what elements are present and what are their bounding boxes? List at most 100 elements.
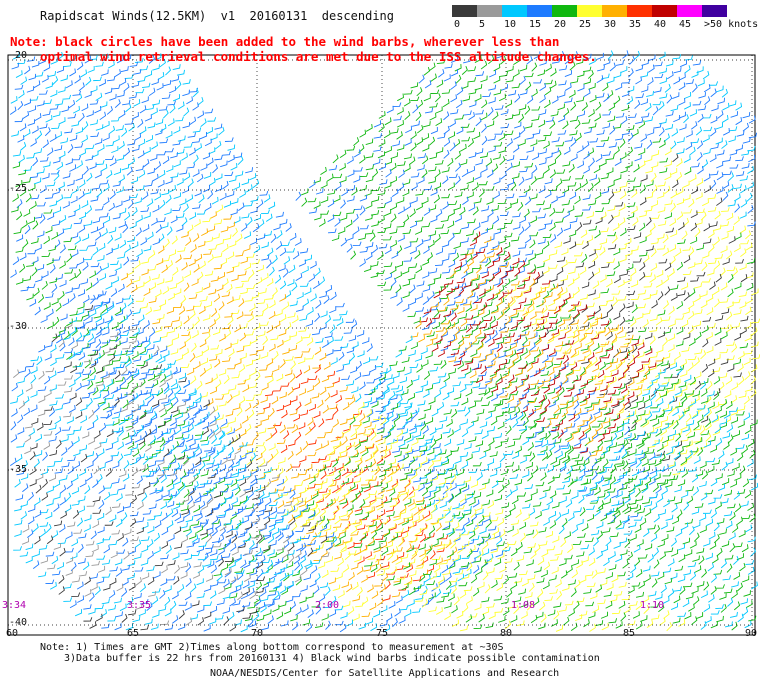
wind-barb xyxy=(438,478,447,486)
wind-barb xyxy=(696,244,705,251)
wind-barb xyxy=(530,176,537,186)
wind-barb xyxy=(417,400,426,406)
wind-barb xyxy=(244,311,254,316)
wind-barb xyxy=(738,376,745,386)
wind-barb xyxy=(176,516,185,524)
wind-barb xyxy=(295,576,302,586)
wind-barb xyxy=(15,278,24,285)
wind-barb xyxy=(27,119,36,126)
wind-barb xyxy=(614,347,622,357)
wind-barb xyxy=(604,474,612,482)
wind-barb xyxy=(389,394,398,401)
wind-barb xyxy=(684,374,692,382)
wind-barb xyxy=(289,373,296,383)
wind-barb xyxy=(389,360,398,367)
wind-barb xyxy=(486,553,494,563)
wind-barb xyxy=(371,195,380,203)
wind-barb xyxy=(448,182,455,191)
wind-barb xyxy=(400,399,409,405)
wind-barb xyxy=(691,186,699,195)
wind-barb xyxy=(334,218,341,227)
wind-barb xyxy=(366,378,376,384)
wind-barb xyxy=(454,488,462,497)
wind-barb xyxy=(580,294,589,301)
wind-barb xyxy=(526,529,534,536)
wind-barb xyxy=(406,379,413,389)
wind-barb xyxy=(705,408,712,418)
wind-barb xyxy=(662,388,669,397)
wind-barb xyxy=(498,146,506,154)
wind-barb xyxy=(443,111,450,121)
wind-barb xyxy=(404,368,412,376)
wind-barb xyxy=(397,206,405,215)
wind-barb xyxy=(368,476,378,482)
wind-barb xyxy=(708,259,717,265)
wind-barb xyxy=(740,326,747,335)
wind-barb xyxy=(600,136,610,142)
wind-barb xyxy=(399,376,408,384)
wind-barb xyxy=(550,619,558,627)
wind-barb xyxy=(365,408,373,418)
wind-barb xyxy=(681,230,688,240)
wind-barb xyxy=(415,265,423,274)
wind-barb xyxy=(440,229,450,235)
wind-barb xyxy=(714,425,722,434)
wind-barb xyxy=(266,358,274,367)
wind-barb xyxy=(384,196,392,205)
wind-barb xyxy=(465,388,473,397)
wind-barb xyxy=(609,125,616,135)
wind-barb xyxy=(295,431,302,441)
wind-barb xyxy=(590,320,599,327)
wind-barb xyxy=(314,378,321,388)
wind-barb xyxy=(441,458,450,466)
wind-barb xyxy=(468,100,477,108)
wind-barb xyxy=(55,335,63,344)
wind-barb xyxy=(639,184,646,194)
wind-barb xyxy=(463,110,472,116)
wind-barb xyxy=(541,279,551,285)
wind-barb xyxy=(318,418,325,428)
wind-barb xyxy=(208,245,218,251)
wind-barb xyxy=(215,379,222,389)
wind-barb xyxy=(618,203,626,212)
wind-barb xyxy=(173,303,183,308)
wind-barb xyxy=(92,386,99,396)
wind-barb xyxy=(298,259,306,267)
wind-barb xyxy=(682,270,692,276)
wind-barb xyxy=(238,464,247,470)
wind-barb xyxy=(590,529,600,536)
wind-barb xyxy=(208,147,216,155)
wind-barb xyxy=(450,408,458,418)
wind-barb xyxy=(654,458,662,467)
wind-barb xyxy=(168,249,177,257)
wind-barb xyxy=(655,317,663,326)
wind-barb xyxy=(394,608,401,617)
wind-barb xyxy=(378,139,386,147)
wind-barb xyxy=(373,543,381,551)
wind-barb xyxy=(599,579,608,586)
wind-barb xyxy=(376,427,385,434)
wind-barb xyxy=(561,509,569,516)
wind-barb xyxy=(454,175,461,185)
wind-barb xyxy=(279,424,286,434)
wind-barb xyxy=(361,612,371,618)
wind-barb xyxy=(524,72,534,78)
wind-barb xyxy=(162,463,172,469)
wind-barb xyxy=(587,147,595,156)
wind-barb xyxy=(710,88,717,98)
wind-barb xyxy=(438,449,447,455)
wind-barb xyxy=(221,563,229,571)
wind-barb xyxy=(93,312,102,319)
wind-barb xyxy=(470,336,478,346)
wind-barb xyxy=(423,207,431,216)
wind-barb xyxy=(306,500,315,507)
wind-barb xyxy=(234,486,241,496)
wind-barb xyxy=(435,522,442,532)
wind-barb xyxy=(530,614,538,624)
wind-barb xyxy=(586,405,595,413)
wind-barb xyxy=(448,464,457,472)
wind-barb xyxy=(69,263,79,269)
wind-barb xyxy=(157,72,165,80)
wind-barb xyxy=(702,70,710,80)
wind-barb xyxy=(538,332,547,339)
